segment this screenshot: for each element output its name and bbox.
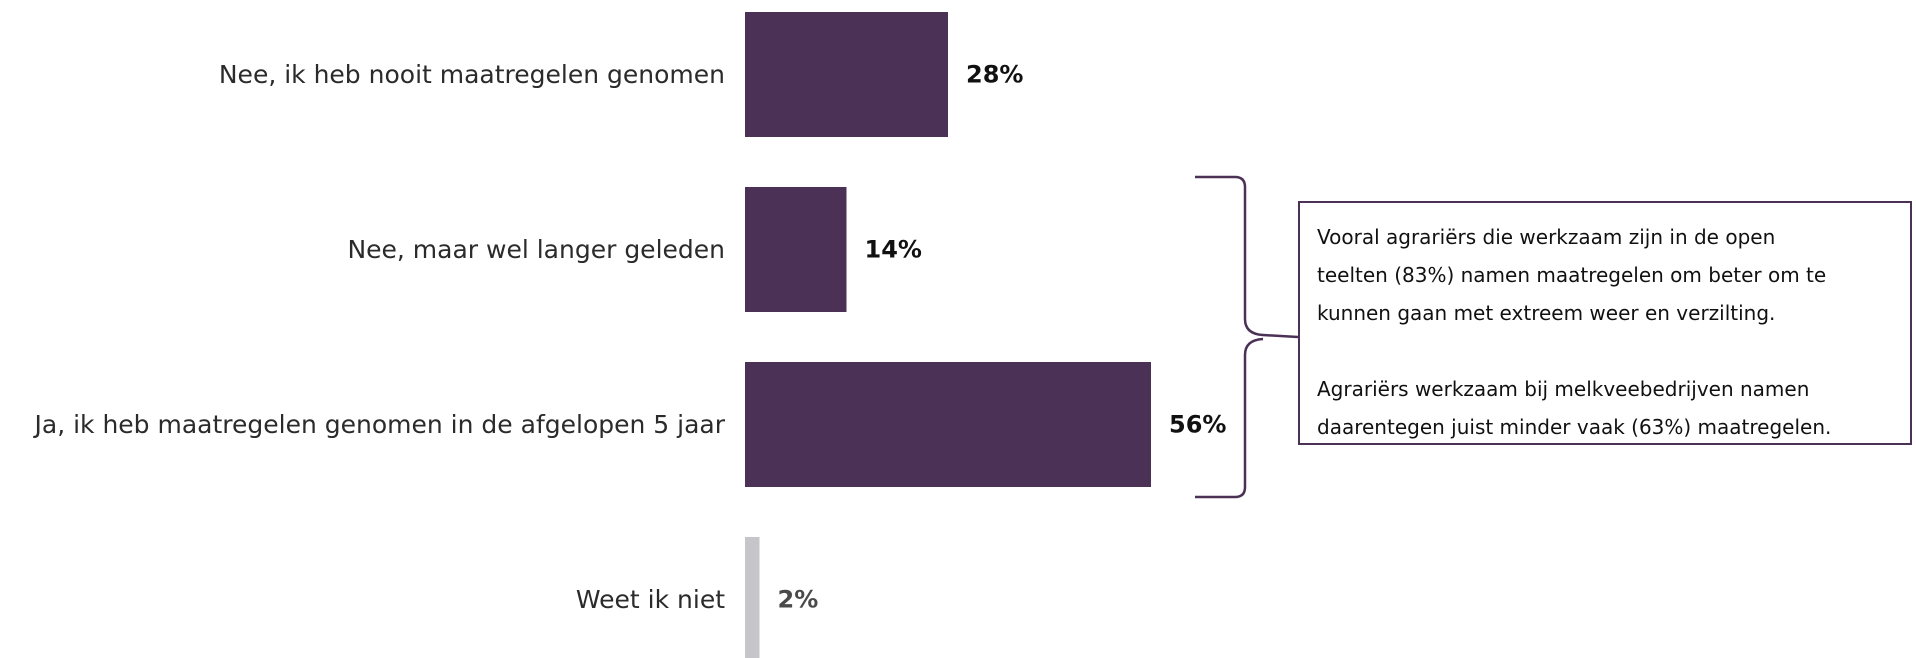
category-label-ja-ik-heb-maatregelen-genomen-in-de-afgelopen-5-jaar: Ja, ik heb maatregelen genomen in de afg… <box>33 410 726 439</box>
annotation-brace <box>1195 175 1299 499</box>
bars <box>745 12 1151 658</box>
value-labels: 28% 14% 56% 2% <box>778 61 1227 614</box>
category-label-weet-ik-niet: Weet ik niet <box>576 585 725 614</box>
category-label-nee-ik-heb-nooit-maatregelen-genomen: Nee, ik heb nooit maatregelen genomen <box>219 60 725 89</box>
annotation-box: Vooral agrariërs die werkzaam zijn in de… <box>1298 201 1912 445</box>
annotation-paragraph-2: Agrariërs werkzaam bij melkveebedrijven … <box>1317 377 1832 439</box>
category-label-nee-maar-wel-langer-geleden: Nee, maar wel langer geleden <box>347 235 725 264</box>
category-labels: Nee, ik heb nooit maatregelen genomen Nee… <box>33 60 726 614</box>
value-label-ja-ik-heb-maatregelen-genomen-in-de-afgelopen-5-jaar: 56% <box>1169 411 1226 439</box>
annotation-paragraph-1: Vooral agrariërs die werkzaam zijn in de… <box>1317 225 1827 325</box>
value-label-weet-ik-niet: 2% <box>778 586 819 614</box>
bar-weet-ik-niet <box>745 537 760 658</box>
bar-nee-maar-wel-langer-geleden <box>745 187 847 312</box>
bar-ja-ik-heb-maatregelen-genomen-in-de-afgelopen-5-jaar <box>745 362 1151 487</box>
value-label-nee-ik-heb-nooit-maatregelen-genomen: 28% <box>966 61 1023 89</box>
value-label-nee-maar-wel-langer-geleden: 14% <box>865 236 922 264</box>
bar-nee-ik-heb-nooit-maatregelen-genomen <box>745 12 948 137</box>
